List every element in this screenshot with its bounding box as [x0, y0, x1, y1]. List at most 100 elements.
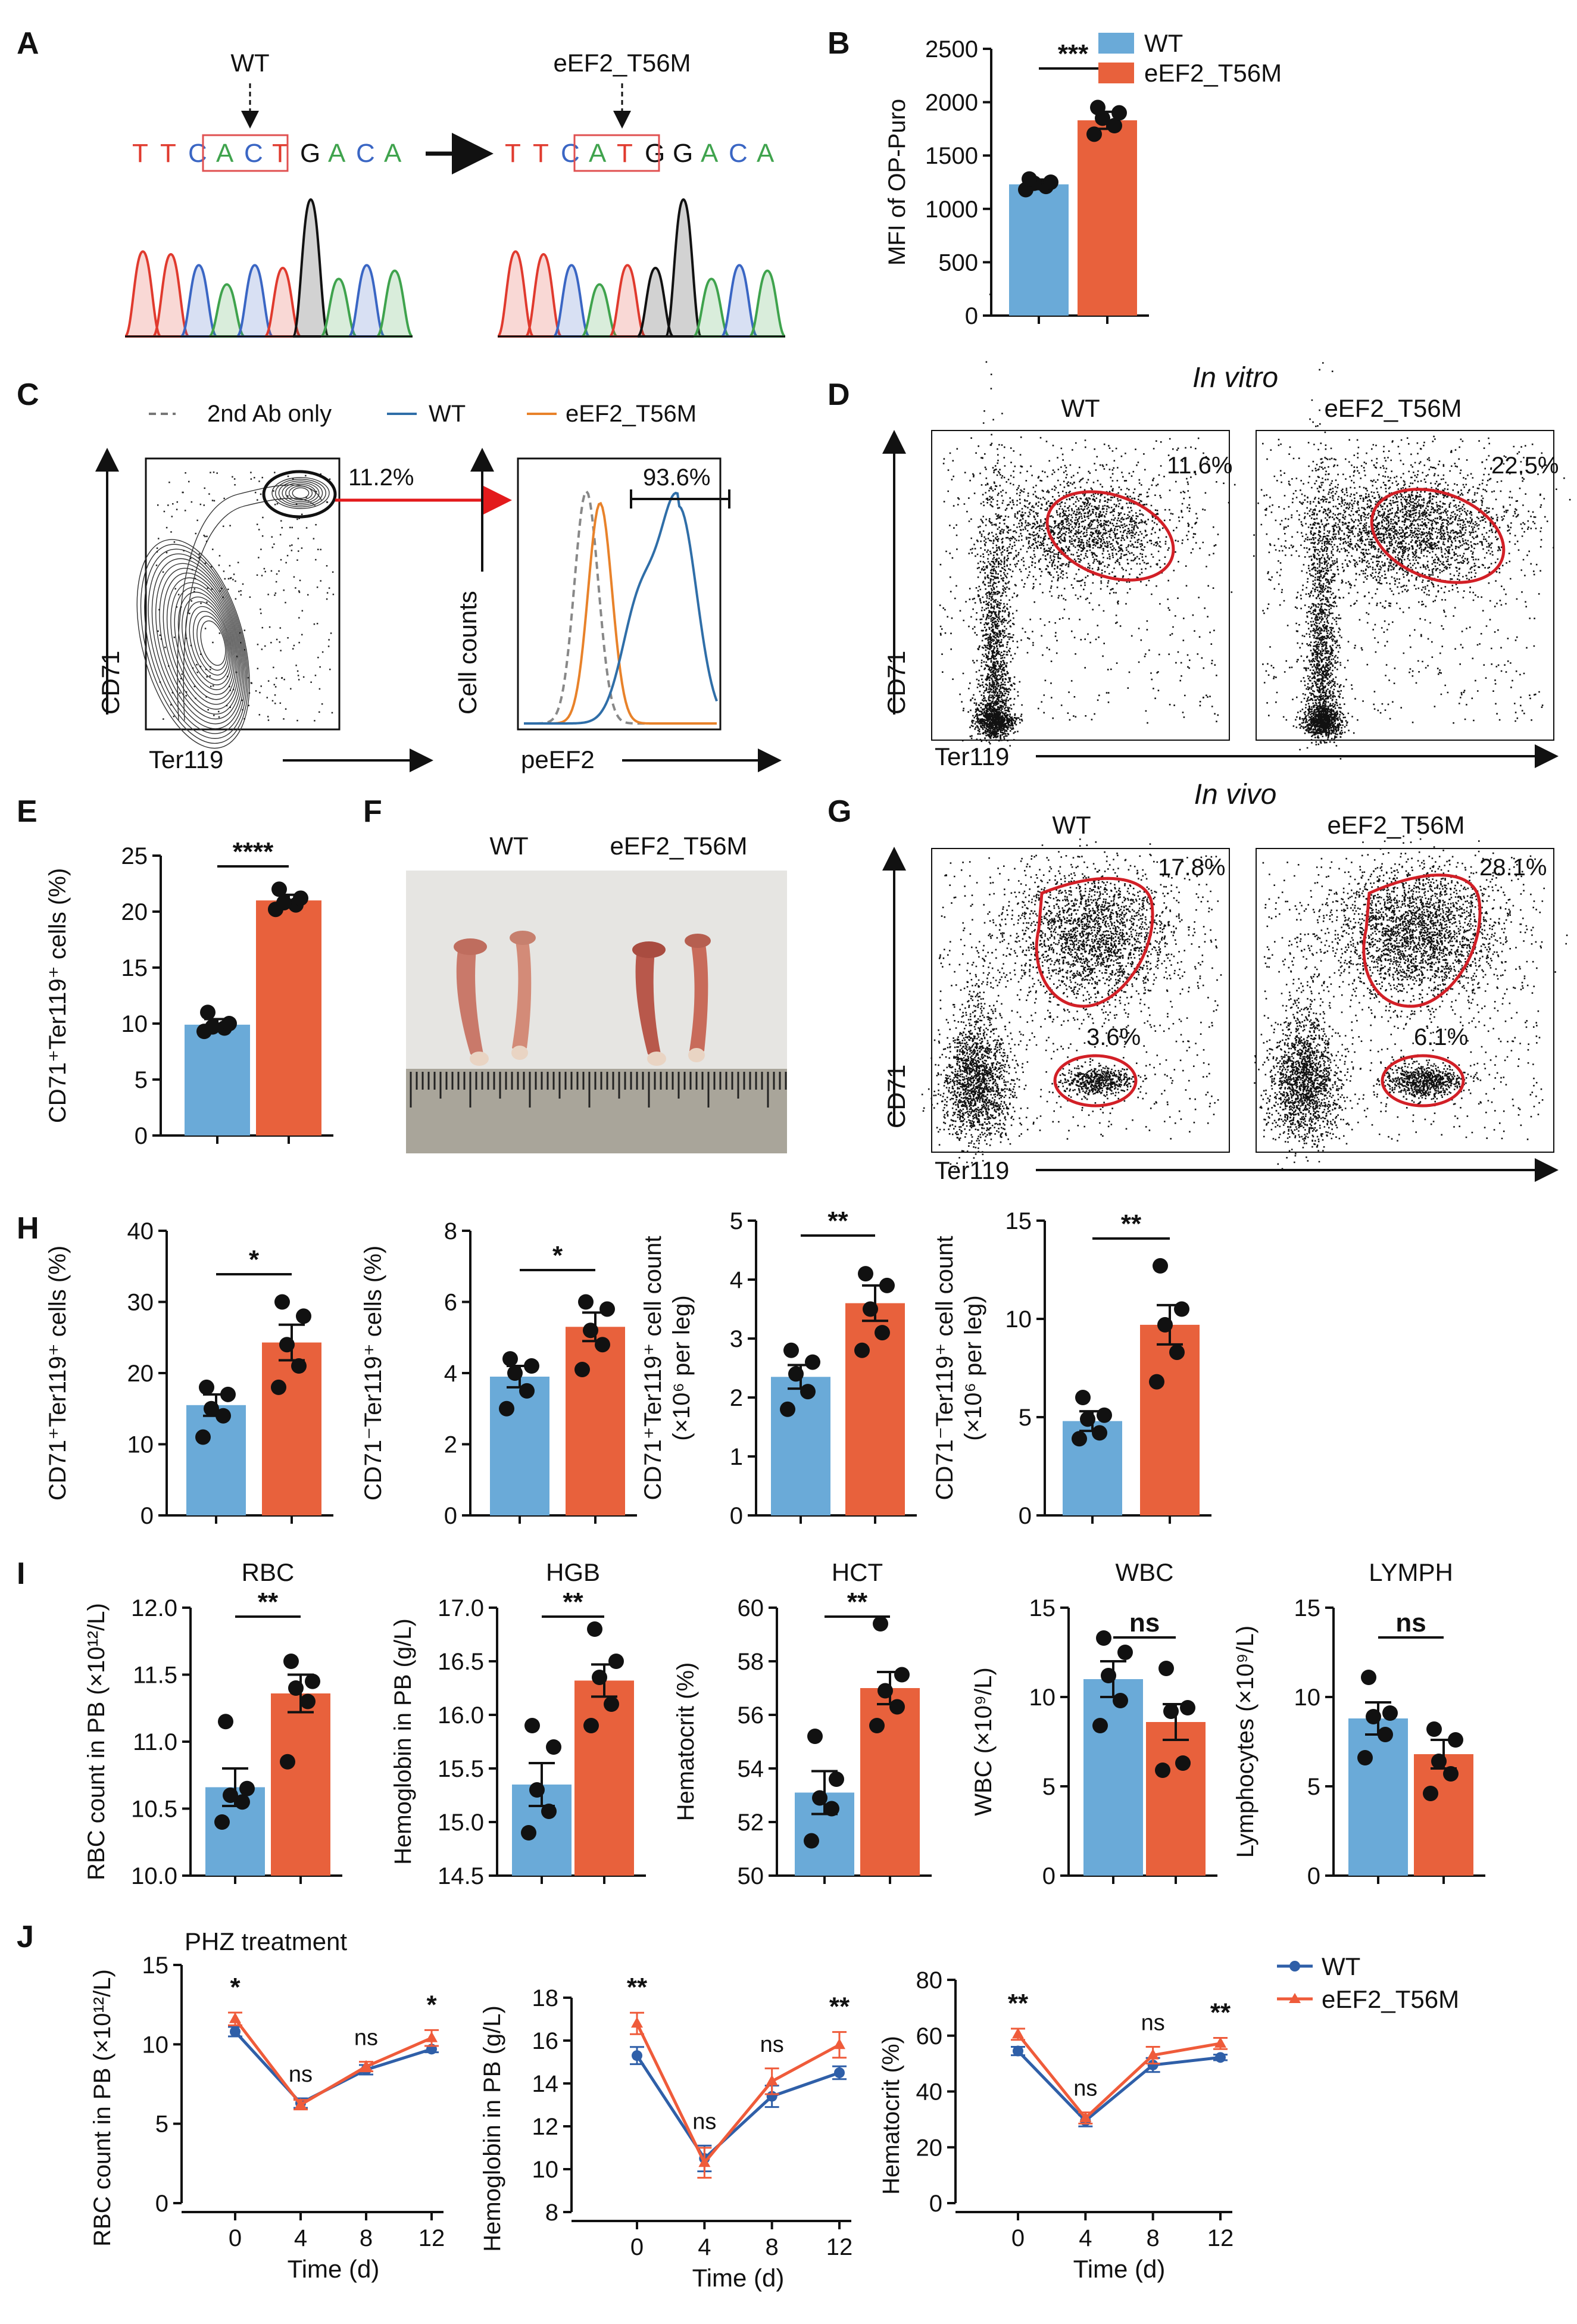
y-tick-label: 4 [444, 1361, 457, 1387]
y-tick-label: 52 [738, 1810, 764, 1836]
y-axis-label: Hemoglobin in PB (g/L) [390, 1618, 416, 1865]
data-point [1426, 1721, 1442, 1737]
y-tick-label: 20 [916, 2135, 943, 2161]
data-point [894, 1667, 910, 1683]
scatter-dot [207, 709, 209, 711]
scatter-dot [281, 526, 283, 529]
scatter-dot [257, 667, 259, 670]
scatter-dot [194, 578, 196, 579]
scatter-dot [301, 547, 303, 549]
x-axis-label: Time (d) [288, 2255, 380, 2283]
c-legend-wt: WT [429, 401, 466, 427]
g-wt: WT [1052, 811, 1091, 839]
y-axis-label: MFI of OP-Puro [884, 99, 910, 266]
scatter-dot [251, 682, 252, 684]
scatter-dot [222, 596, 224, 598]
scatter-dot [314, 720, 316, 722]
base-letter: G [645, 139, 665, 168]
data-point [599, 1301, 615, 1317]
scatter-dot [156, 551, 158, 553]
scatter-dot [301, 513, 303, 516]
data-point [199, 1379, 214, 1395]
c-xlabel2: peEF2 [521, 745, 595, 773]
legend-wt-label: WT [1144, 29, 1183, 57]
scatter-dot [205, 540, 208, 542]
legend-wt-swatch [1098, 33, 1134, 54]
data-point [1175, 1755, 1191, 1771]
x-axis-label: Time (d) [692, 2264, 785, 2292]
chart-h2: 0 2 4 6 8 * CD71⁻Ter119⁺ cells (%) [360, 1218, 637, 1529]
y-tick-label: 16 [532, 2028, 559, 2054]
scatter-dot [218, 564, 220, 566]
contour-line [144, 548, 248, 739]
data-point [1090, 99, 1106, 116]
scatter-dot [280, 520, 282, 522]
scatter-dot [213, 471, 215, 473]
scatter-dot [295, 503, 298, 506]
scatter-dot [258, 714, 261, 716]
scatter-dot [213, 715, 215, 716]
chromatogram-peak [292, 198, 330, 338]
scatter-dot [157, 504, 159, 506]
y-tick-label: 5 [1307, 1774, 1320, 1800]
y-tick-label: 10.5 [131, 1796, 177, 1823]
scatter-dot [301, 634, 303, 636]
scatter-dot [185, 637, 188, 640]
chart-h1: 0 10 20 30 40 * CD71⁺Ter119⁺ cells (%) [45, 1218, 333, 1529]
x-tick-label: 12 [826, 2234, 853, 2260]
y-tick-label: 500 [938, 249, 978, 276]
x-tick-label: 0 [1011, 2225, 1025, 2251]
g-title: In vivo [1194, 779, 1277, 810]
scatter-dot [240, 594, 242, 596]
d-pct-wt: 11.6% [1167, 453, 1232, 479]
scatter-dot [260, 612, 262, 614]
panel-f: WT eEF2_T56M [406, 832, 787, 1153]
panel-label-i: I [17, 1556, 25, 1591]
scatter-dot [170, 704, 172, 706]
c-legend-mut: eEF2_T56M [566, 401, 697, 427]
scatter-dot [267, 594, 269, 595]
scatter-dot [226, 704, 228, 707]
chart-h4: 0 5 10 15 ** CD71⁻Ter119⁺ cell count (×10⁶ per… [932, 1208, 1211, 1529]
f-ruler [406, 1069, 787, 1153]
scatter-dot [261, 535, 264, 537]
scatter-dot [326, 501, 328, 503]
scatter-dot [298, 590, 300, 592]
scatter-dot [195, 532, 197, 535]
scatter-dot [195, 697, 196, 700]
scatter-dot [296, 518, 298, 520]
y-tick-label: 2 [444, 1432, 457, 1458]
panel-label-h: H [17, 1211, 39, 1246]
data-point [1443, 1766, 1459, 1782]
data-point [1448, 1732, 1463, 1748]
scatter-dot [290, 688, 292, 690]
x-tick-label: 0 [229, 2225, 242, 2251]
scatter-dot [177, 594, 180, 595]
data-point [805, 1354, 820, 1370]
scatter-dot [232, 688, 235, 691]
panel-j: 0 5 10 15 0 4 8 12 Time (d) RBC count in PB (×10¹… [89, 1952, 1234, 2292]
y-tick-label: 4 [730, 1267, 743, 1293]
y-tick-label: 14 [532, 2071, 559, 2097]
data-point [788, 1366, 804, 1382]
y-tick-label: 5 [135, 1067, 148, 1093]
y-tick-label: 10.0 [131, 1863, 177, 1889]
chromatogram-peak [348, 264, 386, 338]
c-ylabel2: Cell counts [454, 591, 482, 715]
x-axis-label: Time (d) [1073, 2255, 1166, 2283]
scatter-dot [229, 525, 231, 527]
data-point [360, 2060, 372, 2071]
scatter-dot [176, 509, 178, 510]
chromatogram-peak [236, 264, 274, 338]
x-tick-label: 8 [360, 2225, 373, 2251]
chart-i1: 10.0 10.5 11.0 11.5 12.0 ** RBC count in PB (×… [83, 1558, 342, 1889]
y-tick-label: 0 [1042, 1863, 1056, 1889]
f-mut: eEF2_T56M [610, 832, 747, 860]
y-tick-label: 15 [1005, 1208, 1032, 1234]
data-point [854, 1342, 870, 1358]
scatter-dot [254, 476, 255, 479]
data-point [296, 1308, 311, 1324]
scatter-dot [223, 497, 225, 500]
y-tick-label: 10 [1005, 1306, 1032, 1333]
scatter-dot [321, 651, 324, 653]
